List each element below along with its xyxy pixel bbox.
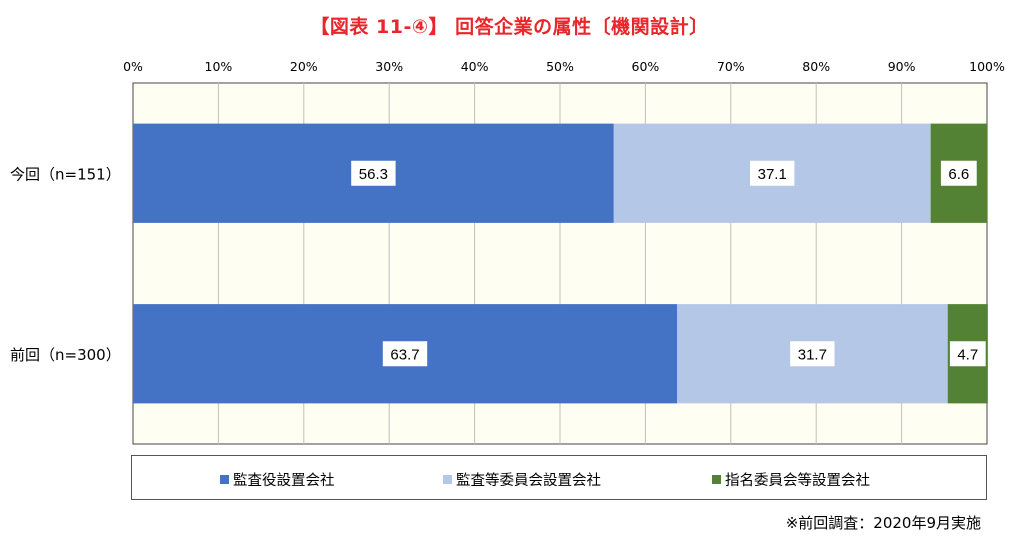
data-label: 37.1 bbox=[758, 166, 787, 183]
data-label: 63.7 bbox=[390, 346, 419, 363]
legend-label: 監査役設置会社 bbox=[233, 473, 335, 489]
data-label: 4.7 bbox=[957, 346, 978, 363]
bars: 56.3 37.1 6.6 63.7 31.7 4.7 bbox=[133, 123, 988, 404]
legend-item-shimei: 指名委員会等設置会社 bbox=[712, 469, 870, 490]
x-tick-label: 70% bbox=[717, 59, 745, 74]
legend-label: 監査等委員会設置会社 bbox=[456, 473, 601, 489]
data-label-box bbox=[382, 341, 428, 367]
data-label: 6.6 bbox=[948, 166, 969, 183]
category-labels: 今回（n=151） 前回（n=300） bbox=[10, 165, 121, 364]
x-tick-label: 100% bbox=[969, 59, 1005, 74]
x-axis-ticks: 0% 10% 20% 30% 40% 50% 60% 70% 80% 90% 100% bbox=[123, 59, 1005, 74]
x-tick-label: 30% bbox=[375, 59, 403, 74]
data-label-box bbox=[351, 160, 396, 186]
data-label: 31.7 bbox=[798, 346, 827, 363]
category-label: 今回（n=151） bbox=[10, 165, 121, 183]
legend-swatch bbox=[712, 475, 721, 484]
legend-item-kansatou: 監査等委員会設置会社 bbox=[443, 469, 601, 490]
x-tick-label: 80% bbox=[802, 59, 830, 74]
x-tick-label: 20% bbox=[290, 59, 318, 74]
legend: 監査役設置会社 監査等委員会設置会社 指名委員会等設置会社 bbox=[131, 455, 987, 500]
data-label: 56.3 bbox=[359, 166, 388, 183]
footnote: ※前回調査：2020年9月実施 bbox=[785, 514, 981, 532]
category-label: 前回（n=300） bbox=[10, 346, 121, 364]
data-label-box bbox=[790, 341, 835, 367]
x-tick-label: 50% bbox=[546, 59, 574, 74]
x-tick-label: 60% bbox=[632, 59, 660, 74]
data-label-box bbox=[949, 341, 986, 367]
chart-title: 【図表 11-④】 回答企業の属性〔機関設計〕 bbox=[310, 16, 709, 38]
x-tick-label: 0% bbox=[123, 59, 143, 74]
data-label-box bbox=[940, 160, 977, 186]
legend-label: 指名委員会等設置会社 bbox=[725, 473, 870, 489]
x-tick-label: 90% bbox=[888, 59, 916, 74]
x-tick-label: 10% bbox=[205, 59, 233, 74]
x-tick-label: 40% bbox=[461, 59, 489, 74]
legend-swatch bbox=[443, 475, 452, 484]
legend-item-kansayaku: 監査役設置会社 bbox=[220, 469, 335, 490]
data-label-box bbox=[750, 160, 795, 186]
legend-swatch bbox=[220, 475, 229, 484]
